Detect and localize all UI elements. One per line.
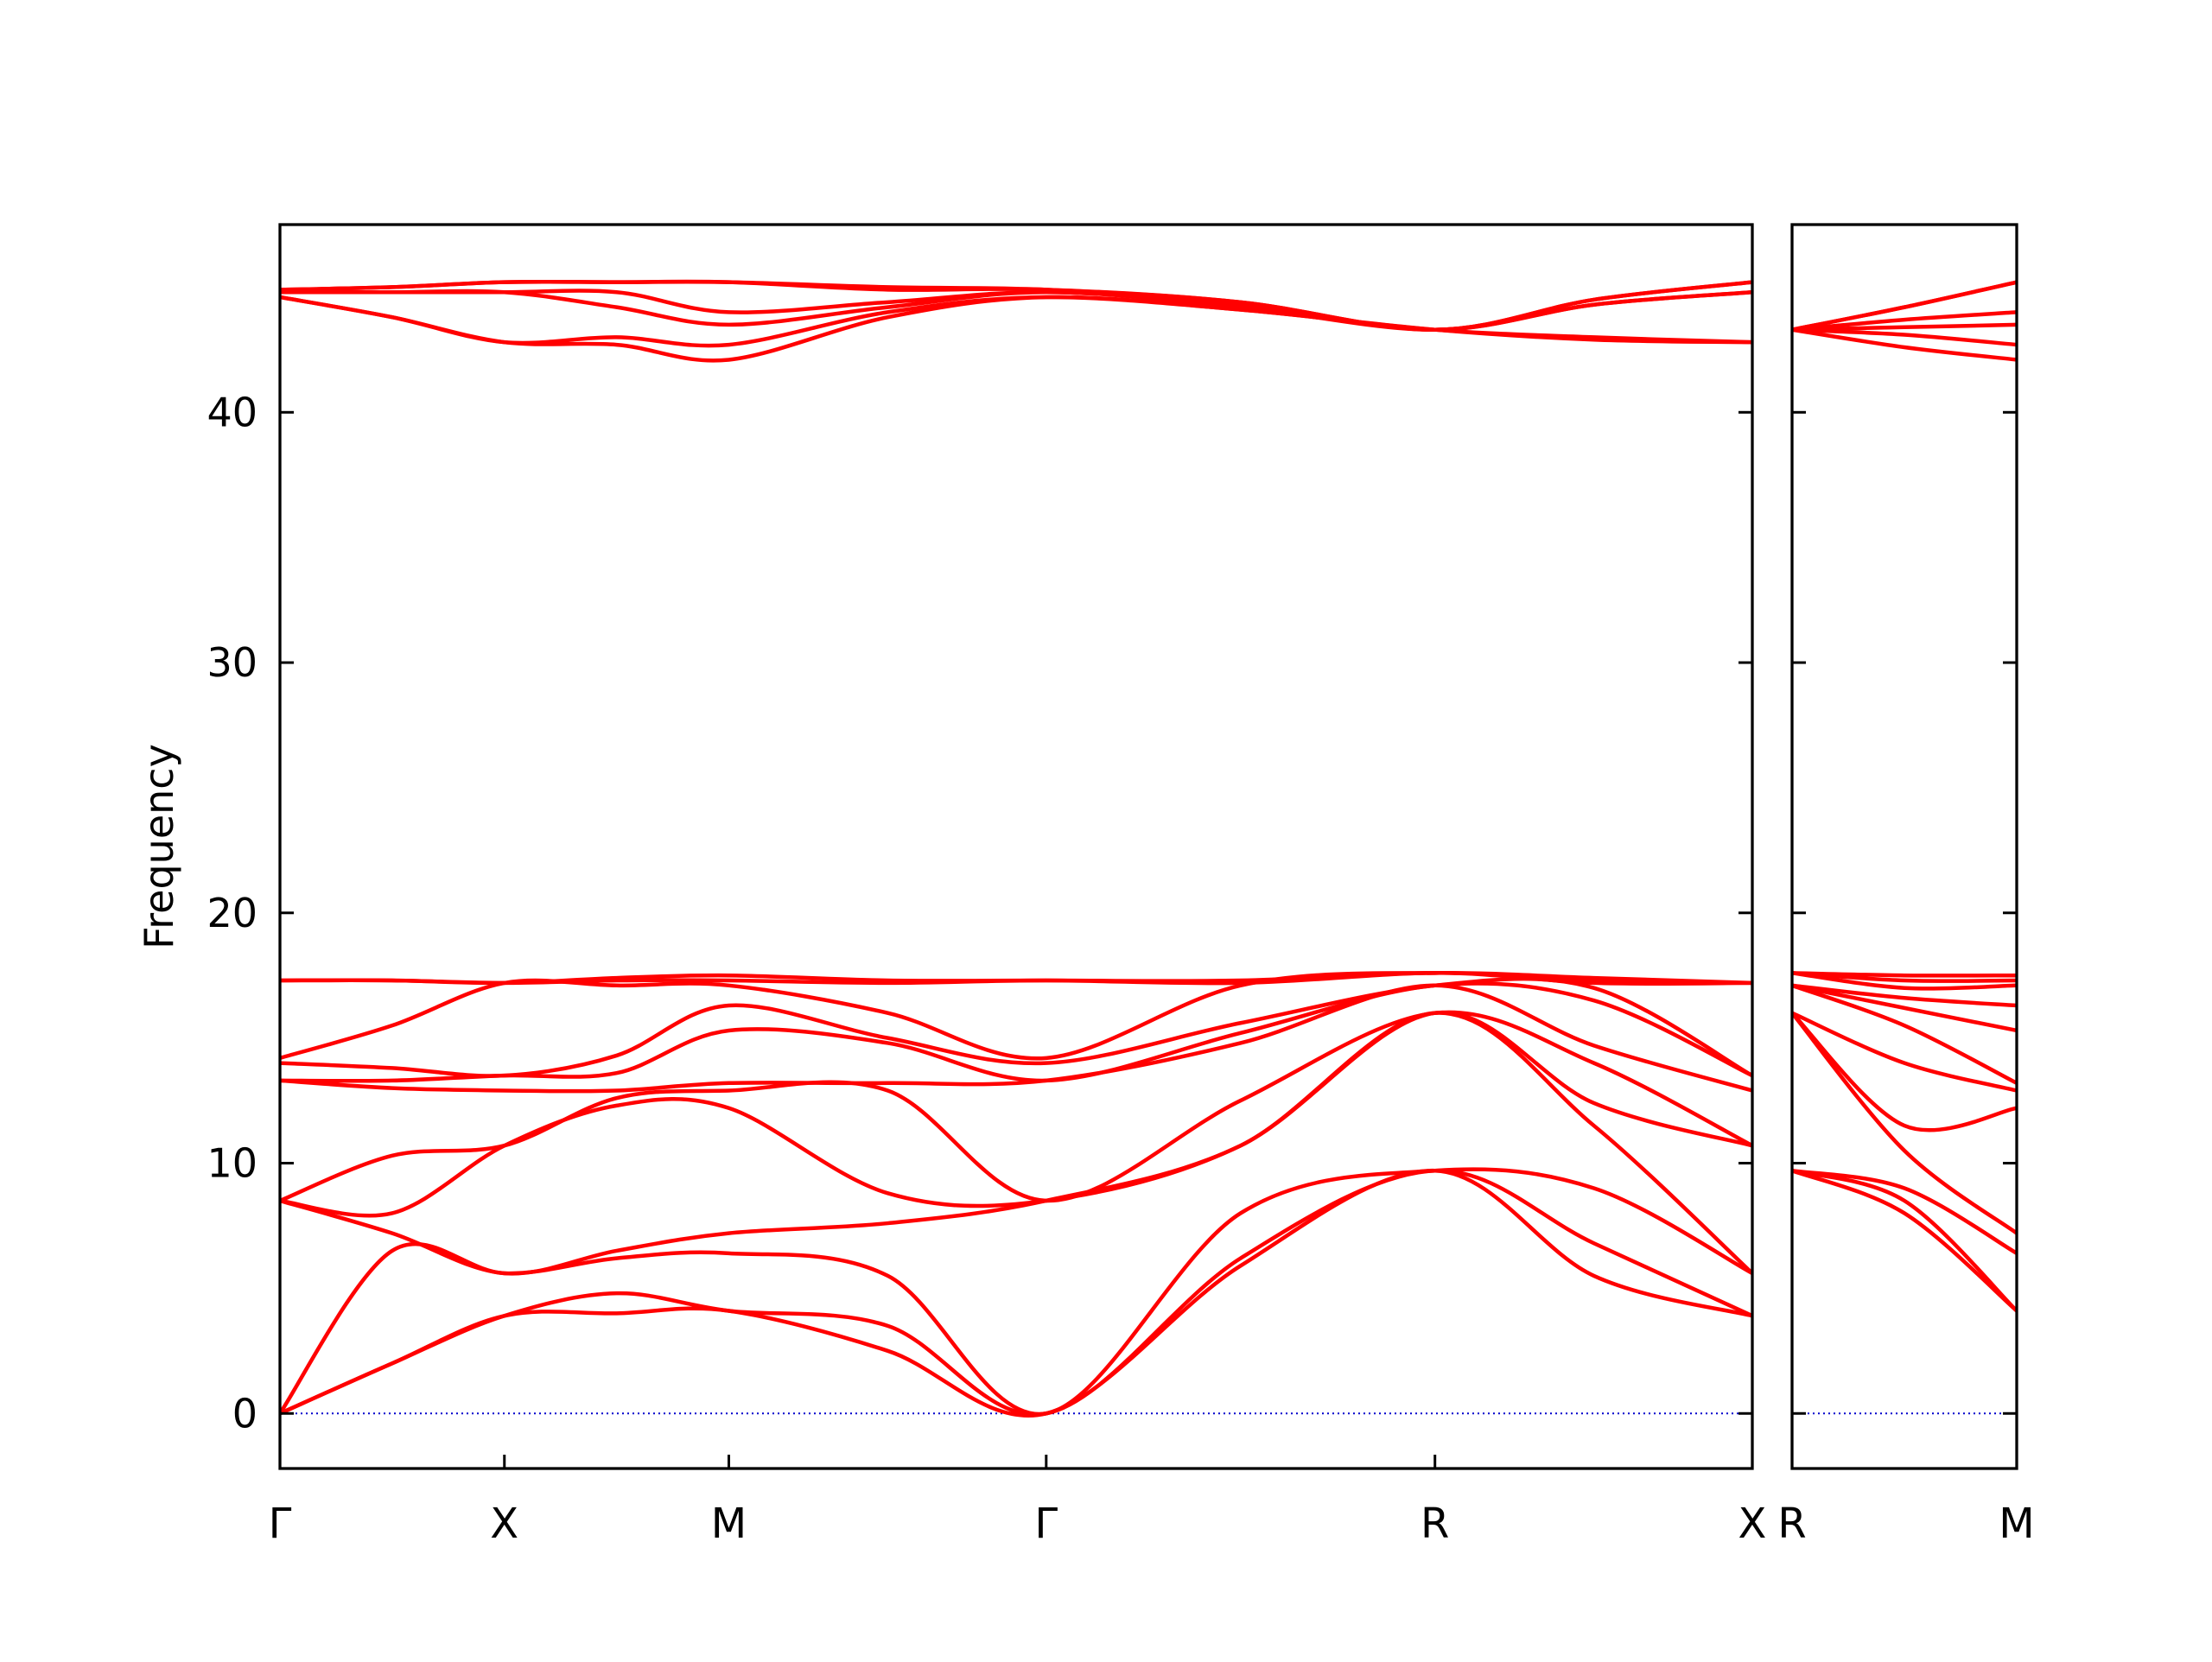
y-tick-label: 40 [207, 389, 257, 435]
x-tick-label: Γ [1034, 1500, 1058, 1548]
y-tick-label: 10 [207, 1140, 257, 1187]
x-tick-label: R [1777, 1500, 1806, 1548]
band-line [1792, 1012, 2017, 1132]
x-tick-label: X [490, 1500, 518, 1548]
band-line [280, 971, 1752, 986]
band-line [1792, 983, 2017, 1033]
band-line [280, 295, 1752, 348]
x-tick-label: M [1999, 1500, 2034, 1548]
band-line [1792, 1169, 2017, 1313]
band-line [1792, 971, 2017, 978]
x-tick-label: Γ [269, 1500, 292, 1548]
band-line [280, 1010, 1752, 1218]
band-line [1792, 327, 2017, 347]
x-tick-label: R [1421, 1500, 1449, 1548]
band-line [280, 1168, 1752, 1417]
y-axis-label: Frequency [136, 744, 182, 949]
x-tick-label: X [1738, 1500, 1767, 1548]
y-tick-label: 30 [207, 639, 257, 686]
band-line [1792, 1011, 2017, 1093]
band-line [280, 295, 1752, 363]
band-line [280, 1010, 1752, 1203]
band-line [1792, 1169, 2017, 1313]
band-line [280, 983, 1752, 1094]
band-line [1792, 280, 2017, 332]
y-tick-label: 0 [232, 1390, 257, 1437]
band-line [1792, 983, 2017, 1008]
plot-area [280, 279, 1752, 1418]
plot-area [1792, 280, 2017, 1415]
band-line [1792, 971, 2017, 991]
band-line [280, 976, 1752, 1078]
band-line [280, 1011, 1752, 1276]
x-tick-label: M [711, 1500, 747, 1548]
band-line [1792, 310, 2017, 332]
y-tick-label: 20 [207, 890, 257, 936]
axes-frame [278, 223, 1754, 1470]
band-line [280, 279, 1752, 332]
axes-frame [1790, 223, 2018, 1470]
band-line [1792, 983, 2017, 1085]
band-line [1792, 1012, 2017, 1235]
band-line [1792, 327, 2017, 362]
band-line [280, 1167, 1752, 1417]
band-line [1792, 1168, 2017, 1255]
